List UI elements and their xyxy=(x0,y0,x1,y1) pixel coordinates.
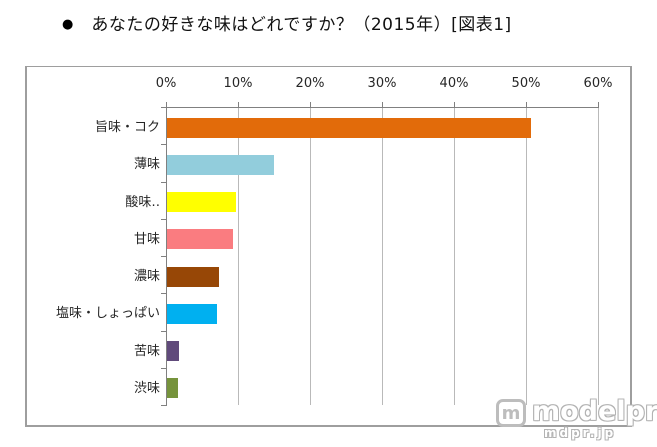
gridline xyxy=(382,107,383,405)
bar xyxy=(167,192,236,212)
x-axis-tick xyxy=(598,102,599,107)
x-tick-label: 30% xyxy=(367,76,397,91)
category-label: 旨味・コク xyxy=(94,120,160,136)
category-label: 甘味 xyxy=(133,231,160,247)
category-axis-tick xyxy=(161,144,166,145)
gridline xyxy=(454,107,455,405)
watermark-domain: mdpr.jp xyxy=(544,426,617,440)
x-tick-label: 40% xyxy=(439,76,469,91)
bar xyxy=(167,304,217,324)
gridline xyxy=(598,107,599,405)
gridline xyxy=(310,107,311,405)
gridline xyxy=(526,107,527,405)
bullet-icon: ● xyxy=(62,17,74,32)
x-axis-tick xyxy=(382,102,383,107)
x-tick-label: 60% xyxy=(583,76,613,91)
bar xyxy=(167,341,179,361)
category-axis-tick xyxy=(161,219,166,220)
x-axis-tick xyxy=(526,102,527,107)
plot-area: 0% 10% 20% 30% 40% 50% 60% 旨味・コク薄味酸味‥ 甘味濃味塩味・しょっ… xyxy=(27,67,630,425)
category-axis-line xyxy=(166,107,167,406)
category-axis-tick xyxy=(161,107,166,108)
bar xyxy=(167,229,233,249)
bar xyxy=(167,118,531,138)
category-axis-tick xyxy=(161,405,166,406)
page-title: あなたの好きな味はどれですか？（2015年）[図表1] xyxy=(91,15,512,35)
x-tick-label: 10% xyxy=(223,76,253,91)
bar-chart: 0% 10% 20% 30% 40% 50% 60% 旨味・コク薄味酸味‥ 甘味濃味塩味・しょっ… xyxy=(25,66,632,427)
x-axis-tick xyxy=(310,102,311,107)
category-label: 渋味 xyxy=(133,380,160,396)
category-label: 苦味 xyxy=(133,343,160,359)
chart-header: ● あなたの好きな味はどれですか？（2015年）[図表1] xyxy=(62,13,622,37)
bar xyxy=(167,155,274,175)
category-axis-tick xyxy=(161,293,166,294)
value-axis-line xyxy=(166,107,599,108)
watermark-brand: modelpress xyxy=(532,396,657,427)
watermark: m modelpress mdpr.jp xyxy=(492,396,657,446)
x-axis-tick xyxy=(238,102,239,107)
x-tick-label: 20% xyxy=(295,76,325,91)
category-axis-tick xyxy=(161,256,166,257)
bar xyxy=(167,378,178,398)
gridline xyxy=(238,107,239,405)
category-axis-tick xyxy=(161,368,166,369)
modelpress-logo-icon: m xyxy=(496,399,526,427)
x-axis-tick xyxy=(166,102,167,107)
category-label: 薄味 xyxy=(133,157,160,173)
x-tick-label: 50% xyxy=(511,76,541,91)
category-axis-tick xyxy=(161,331,166,332)
category-axis-tick xyxy=(161,182,166,183)
category-label: 酸味‥ xyxy=(125,194,160,210)
category-label: 濃味 xyxy=(133,269,160,285)
x-tick-label: 0% xyxy=(155,76,177,91)
logo-letter: m xyxy=(501,402,521,424)
x-axis-tick xyxy=(454,102,455,107)
category-label: 塩味・しょっぱい xyxy=(55,306,160,322)
bar xyxy=(167,267,219,287)
